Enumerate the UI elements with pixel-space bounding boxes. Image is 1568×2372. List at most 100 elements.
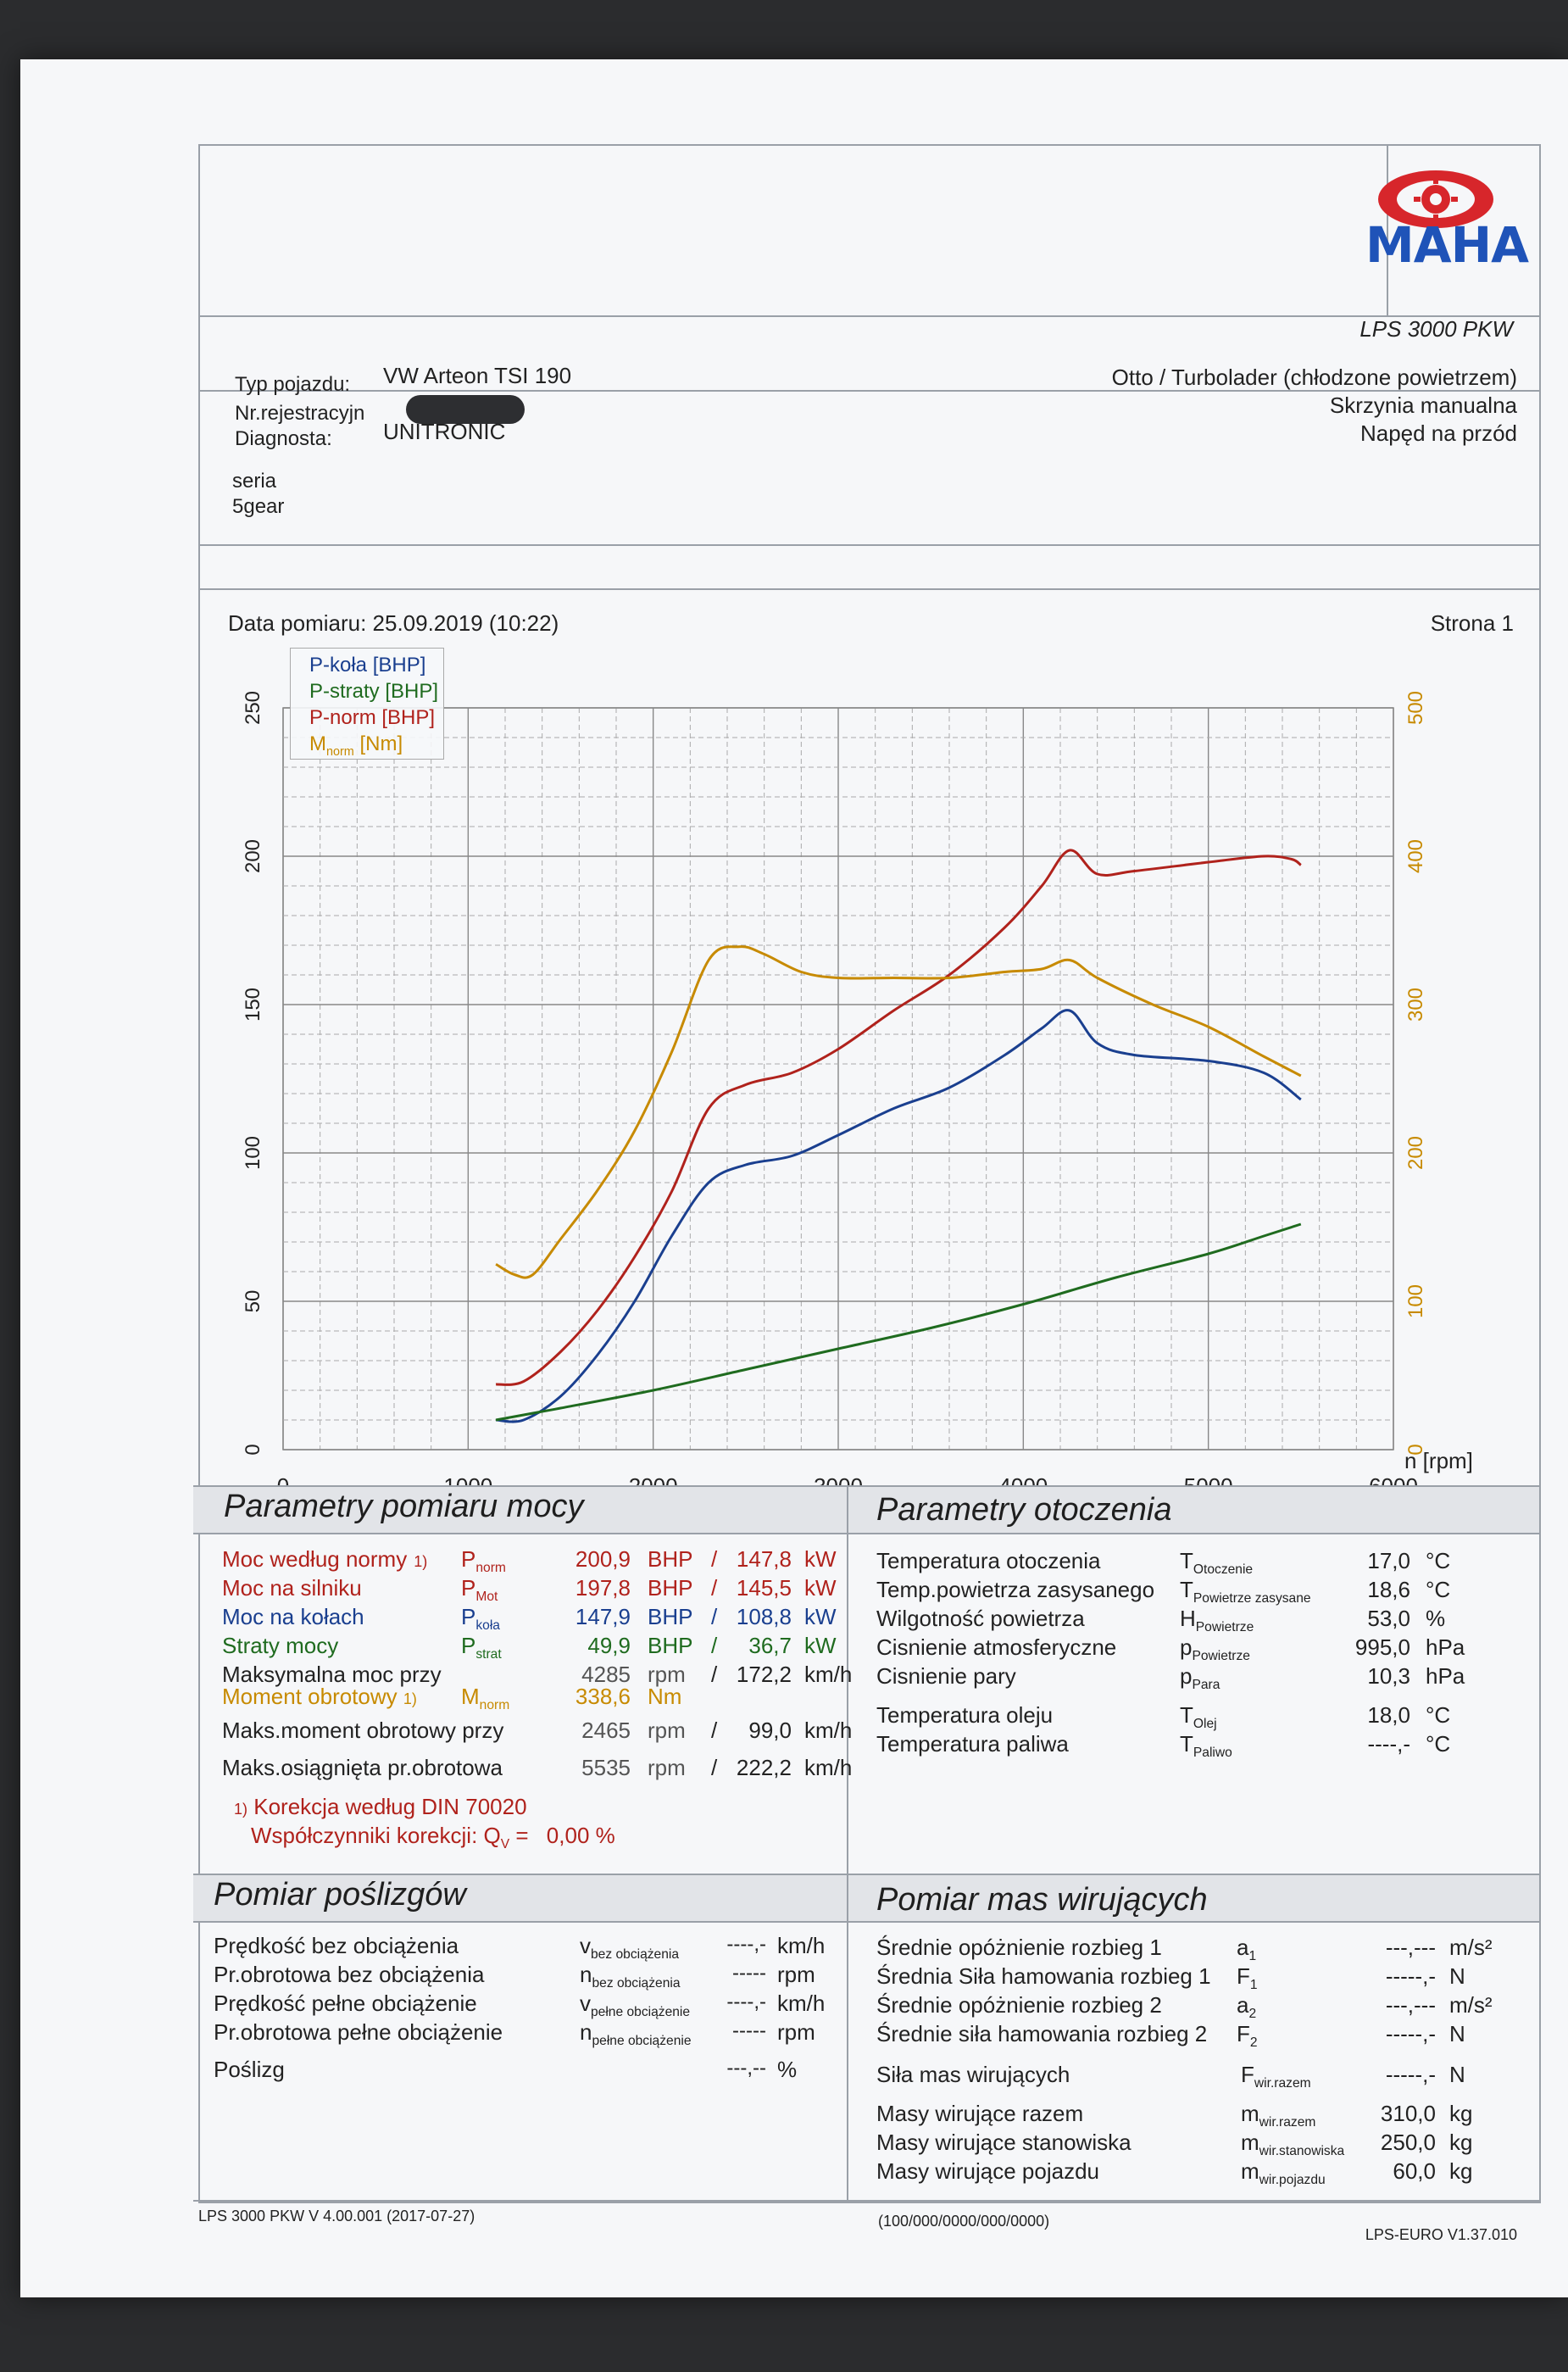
divider [847,1485,848,2200]
slip-value: ---,-- [726,2057,766,2080]
slip-symbol-sub: bez obciążenia [592,1976,681,1991]
ambient-symbol-sub: Olej [1193,1717,1217,1732]
slash: / [711,1662,718,1687]
slash: / [711,1633,718,1658]
slip-symbol: nbez obciążenia [580,1962,681,1991]
ambient-label: Temperatura otoczenia [876,1548,1101,1573]
max-torque-label: Maks.moment obrotowy przy [222,1718,504,1743]
mass-label: Średnia Siła hamowania rozbieg 1 [876,1963,1211,1989]
power-row-unit2: km/h [804,1662,853,1687]
mass-value: 250,0 [1380,2130,1436,2155]
ambient-symbol-sym: H [1180,1606,1196,1631]
mass-label: Średnie siła hamowania rozbieg 2 [876,2021,1208,2046]
y-right-tick-label: 100 [1404,1284,1427,1318]
mass-symbol-sym: F [1241,2062,1254,2087]
series-line-2 [495,849,1302,1386]
dyno-chart: 0100020003000400050006000050100150200250… [242,691,1427,1499]
power-row-symbol-sub: koła [475,1618,500,1634]
power-row-value1: 200,9 [575,1546,631,1572]
ambient-symbol-sub: Powietrze zasysane [1193,1591,1311,1606]
mass-symbol: a2 [1237,1992,1256,2022]
y-left-tick-label: 0 [242,1444,264,1455]
y-left-tick-label: 100 [242,1136,264,1170]
page-number: Strona 1 [1430,610,1514,636]
slip-unit: % [777,2057,798,2082]
ambient-label: Cisnienie atmosferyczne [876,1634,1117,1660]
mass-label: Masy wirujące stanowiska [876,2130,1132,2155]
ambient-symbol-sym: T [1180,1702,1193,1728]
divider [193,1533,1539,1534]
slip-unit: rpm [777,2019,815,2045]
legend-label: M [309,732,326,755]
slash: / [711,1718,718,1743]
power-row-symbol: PMot [461,1575,498,1605]
mass-symbol: mwir.razem [1241,2101,1315,2130]
slip-symbol-sub: bez obciążenia [591,1947,680,1963]
ambient-value: ----,- [1367,1731,1410,1757]
correction-coef-value: 0,00 % [546,1823,615,1848]
mass-symbol: mwir.pojazdu [1241,2158,1326,2188]
measurement-date: Data pomiaru: 25.09.2019 (10:22) [228,610,559,636]
max-torque-rpm-unit: rpm [648,1718,686,1743]
power-row-value1: 147,9 [575,1604,631,1629]
correction-title: 1) Korekcja według DIN 70020 [234,1794,527,1820]
slip-symbol-sym: v [580,1991,591,2016]
ambient-symbol-sub: Para [1192,1678,1220,1693]
ambient-value: 995,0 [1354,1634,1410,1660]
mass-value: -----,- [1385,2062,1436,2087]
ambient-symbol: HPowietrze [1180,1606,1254,1635]
ambient-symbol-sym: p [1180,1634,1193,1660]
torque-unit: Nm [648,1684,682,1709]
mass-symbol-sub: wir.stanowiska [1259,2144,1345,2159]
mass-value: -----,- [1385,2021,1436,2046]
ambient-symbol-sym: T [1180,1548,1193,1573]
power-row-label-text: Moc na kołach [222,1604,364,1629]
power-row-unit1: BHP [648,1546,693,1572]
divider [200,588,1539,590]
power-row-unit2: kW [804,1633,837,1658]
report-frame [198,144,1541,2203]
mass-symbol: F2 [1237,2021,1258,2051]
ambient-value: 17,0 [1367,1548,1410,1573]
max-torque-speed: 99,0 [748,1718,792,1743]
torque-value: 338,6 [575,1684,631,1709]
slip-unit: km/h [777,1991,826,2016]
slip-value: ----- [732,1962,766,1985]
power-row-label-text: Maksymalna moc przy [222,1662,442,1687]
power-row-value1: 49,9 [587,1633,631,1658]
slip-unit: km/h [777,1933,826,1958]
mass-label: Średnie opóżnienie rozbieg 2 [876,1992,1162,2018]
divider [200,544,1539,546]
power-row-symbol-sub: strat [475,1647,502,1662]
power-row-unit2: kW [804,1604,837,1629]
power-row-unit2: kW [804,1575,837,1601]
footer-code: (100/000/0000/000/0000) [878,2213,1050,2230]
redacted-registration [406,395,525,424]
y-right-tick-label: 500 [1404,691,1427,725]
correction-coef-label: Współczynniki korekcji: Q [251,1823,501,1848]
divider [200,390,1539,392]
ambient-symbol-sym: T [1180,1577,1193,1602]
mass-symbol: Fwir.razem [1241,2062,1311,2091]
legend-item: Mnorm [Nm] [309,732,403,759]
masses-section-title: Pomiar mas wirujących [876,1882,1208,1918]
power-row-label: Moc na kołach [222,1604,364,1630]
power-row-label-text: Straty mocy [222,1633,339,1658]
mass-unit: N [1449,2062,1465,2087]
report-sheet: MAHA LPS 3000 PKW Typ pojazdu: VW Arteon… [20,59,1568,2297]
mass-unit: m/s² [1449,1935,1493,1960]
engine-type: Otto / Turbolader (chłodzone powietrzem) [1111,365,1517,390]
ambient-value: 18,6 [1367,1577,1410,1602]
section-band [193,1485,1539,1533]
max-torque-rpm: 2465 [581,1718,631,1743]
torque-symbol: Mnorm [461,1684,509,1713]
power-row-unit2: kW [804,1546,837,1572]
power-row-value2: 172,2 [736,1662,792,1687]
series-line-0 [495,1009,1302,1423]
mass-unit: kg [1449,2130,1473,2155]
power-row-value2: 147,8 [736,1546,792,1572]
divider [200,315,1539,317]
footer-euro-version: LPS-EURO V1.37.010 [1365,2226,1517,2243]
divider [193,1485,1539,1487]
power-row-label-text: Moc na silniku [222,1575,362,1601]
